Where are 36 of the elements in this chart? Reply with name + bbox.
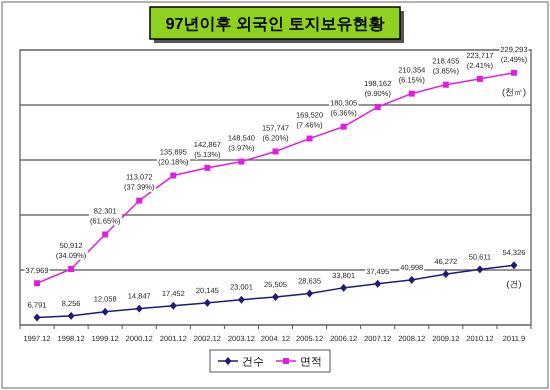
point [102,308,109,316]
point [238,296,245,304]
point [204,298,211,307]
annotation: (천㎡) [502,86,526,97]
point [374,280,382,288]
point [272,292,279,301]
legend-label: 면적 [300,356,322,368]
point [204,164,210,171]
chart-title: 97년이후 외국인 토지보유현황 [166,16,384,33]
annotation: (건) [506,279,522,290]
point [306,290,314,298]
point [476,76,483,82]
point [408,276,416,284]
point [306,136,313,142]
point [510,261,518,270]
point [68,312,75,320]
point [102,231,108,238]
point [170,302,177,310]
point [442,270,450,278]
point [238,158,244,165]
point [442,82,449,88]
point [408,90,415,97]
title: 97년이후 외국인 토지보유현황 [149,6,404,43]
point [34,314,41,322]
point [510,70,517,76]
point [374,104,381,110]
point [340,284,348,292]
point [136,198,142,204]
point [68,266,74,272]
point [136,304,143,313]
point [340,124,347,130]
point [34,280,40,286]
point [170,172,176,179]
point [476,265,484,274]
point [272,148,278,154]
legend-label: 건수 [242,356,264,368]
